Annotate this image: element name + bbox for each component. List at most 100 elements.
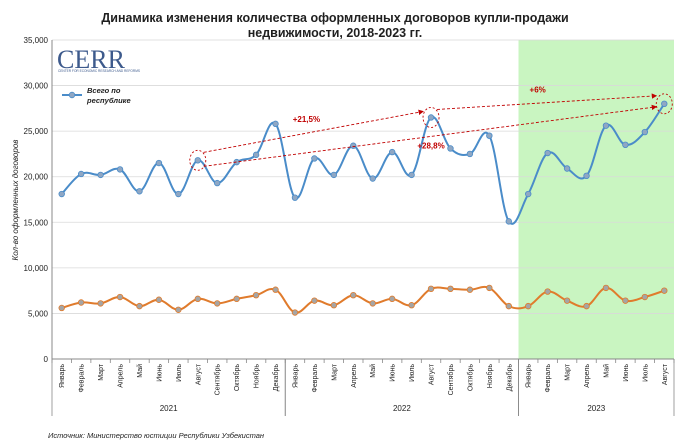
series-1-point: [350, 142, 357, 149]
series-1-point: [330, 171, 338, 179]
series-1-point: [214, 179, 221, 187]
series-2-point: [194, 295, 201, 303]
chart-title-line2: недвижимости, 2018-2023 гг.: [248, 26, 423, 40]
year-label: 2022: [393, 404, 411, 413]
x-tick-label: Май: [369, 364, 377, 378]
series-1-point: [175, 190, 182, 198]
series-1-point: [622, 141, 629, 149]
series-2-point: [622, 297, 629, 304]
series-1-point: [291, 194, 299, 201]
x-tick-label: Июль: [176, 364, 183, 382]
x-tick-label: Июнь: [623, 364, 630, 382]
series-2-point: [563, 297, 571, 304]
series-2-point: [116, 293, 124, 301]
x-tick-label: Январь: [526, 364, 533, 388]
x-tick-label: Февраль: [79, 364, 86, 393]
series-1-point: [369, 175, 376, 182]
series-1-point: [194, 157, 201, 164]
gridlines: [51, 39, 674, 360]
series-1-point: [466, 150, 474, 158]
series-2-point: [661, 287, 668, 294]
y-axis-ticks: 0 5,000 10,000 15,000 20,000 25,000 30,000 35,0…: [24, 36, 49, 364]
x-tick-label: Февраль: [545, 364, 552, 393]
series-1-point: [486, 132, 493, 139]
series-1-point: [77, 170, 85, 178]
x-tick-label: Декабрь: [505, 364, 513, 392]
series-2-point: [155, 296, 163, 303]
chart-title-line1: Динамика изменения количества оформленны…: [101, 11, 568, 25]
series-2-point: [525, 302, 532, 310]
series-2-point: [97, 300, 104, 307]
x-tick-label: Август: [429, 363, 436, 385]
series-2-point: [466, 286, 474, 293]
series-2-point: [408, 302, 415, 309]
series-2-point: [505, 302, 512, 310]
series-2-point: [486, 284, 493, 292]
series-2-point: [427, 285, 435, 293]
series-1-point: [661, 100, 668, 107]
x-tick-label: Сентябрь: [447, 364, 455, 396]
x-tick-label: Март: [331, 363, 338, 381]
series-2-point: [388, 295, 396, 303]
y-tick-label: 10,000: [24, 264, 49, 273]
y-tick-label: 15,000: [24, 218, 49, 227]
highlight-2023-band: [518, 40, 674, 359]
series-2-point: [641, 293, 649, 301]
series-2-point: [175, 306, 182, 313]
series-1-point: [388, 148, 396, 156]
annotation-label: +28,8%: [417, 142, 444, 151]
x-tick-label: Сентябрь: [214, 364, 222, 396]
x-tick-label: Февраль: [312, 364, 319, 393]
year-label: 2021: [160, 404, 178, 413]
source-note: Источник: Министерство юстиции Республик…: [48, 431, 264, 440]
x-tick-label: Июль: [642, 364, 649, 382]
series-1-point: [544, 149, 551, 157]
series-1-point: [602, 122, 610, 129]
y-tick-label: 35,000: [24, 36, 49, 45]
y-axis-label: Кол-во оформленных договоров: [11, 140, 20, 261]
x-tick-label: Август: [662, 363, 669, 385]
series-2-point: [350, 292, 357, 299]
series-2-point: [233, 295, 240, 303]
annotation-arrow: [437, 93, 658, 110]
series-1-point: [311, 155, 318, 162]
x-tick-label: Май: [136, 364, 144, 378]
legend-label-line1: Всего по: [87, 86, 121, 95]
highlight-circle: [655, 93, 673, 115]
logo-text: CERR: [57, 45, 126, 74]
series-2-point: [272, 286, 279, 293]
y-tick-label: 5,000: [28, 309, 49, 318]
x-tick-label: Ноябрь: [253, 364, 261, 389]
series-1-point: [97, 171, 104, 179]
x-tick-label: Ноябрь: [486, 364, 494, 389]
x-tick-label: Апрель: [351, 364, 358, 388]
x-tick-label: Апрель: [584, 364, 591, 388]
x-tick-label: Октябрь: [466, 364, 474, 391]
x-axis: Январь Февраль Март Апрель Май Июнь Июль Август…: [51, 359, 675, 416]
series-2-point: [311, 297, 318, 304]
x-tick-label: Март: [98, 363, 105, 381]
x-tick-label: Апрель: [118, 364, 125, 388]
highlight-circle: [422, 107, 440, 128]
series-1-point: [563, 165, 571, 172]
annotation-arrow: [203, 104, 658, 167]
series-2-point: [583, 302, 590, 310]
y-tick-label: 20,000: [24, 173, 49, 182]
series-2-point: [136, 302, 143, 310]
series-1-point: [525, 190, 532, 198]
x-tick-label: Май: [602, 364, 610, 378]
series-1-point: [155, 159, 163, 167]
series-2-point: [214, 300, 221, 307]
x-tick-label: Июль: [409, 364, 416, 382]
year-label: 2023: [587, 404, 605, 413]
x-tick-label: Январь: [292, 364, 299, 388]
series-2-point: [291, 309, 299, 316]
series-2-point: [330, 302, 338, 309]
x-tick-label: Январь: [59, 364, 66, 388]
series-1-point: [505, 218, 512, 225]
series-2-point: [252, 292, 260, 299]
legend-label-line2: республике: [86, 96, 131, 105]
annotation-arrow: [203, 109, 424, 153]
series-1-point: [408, 171, 415, 179]
